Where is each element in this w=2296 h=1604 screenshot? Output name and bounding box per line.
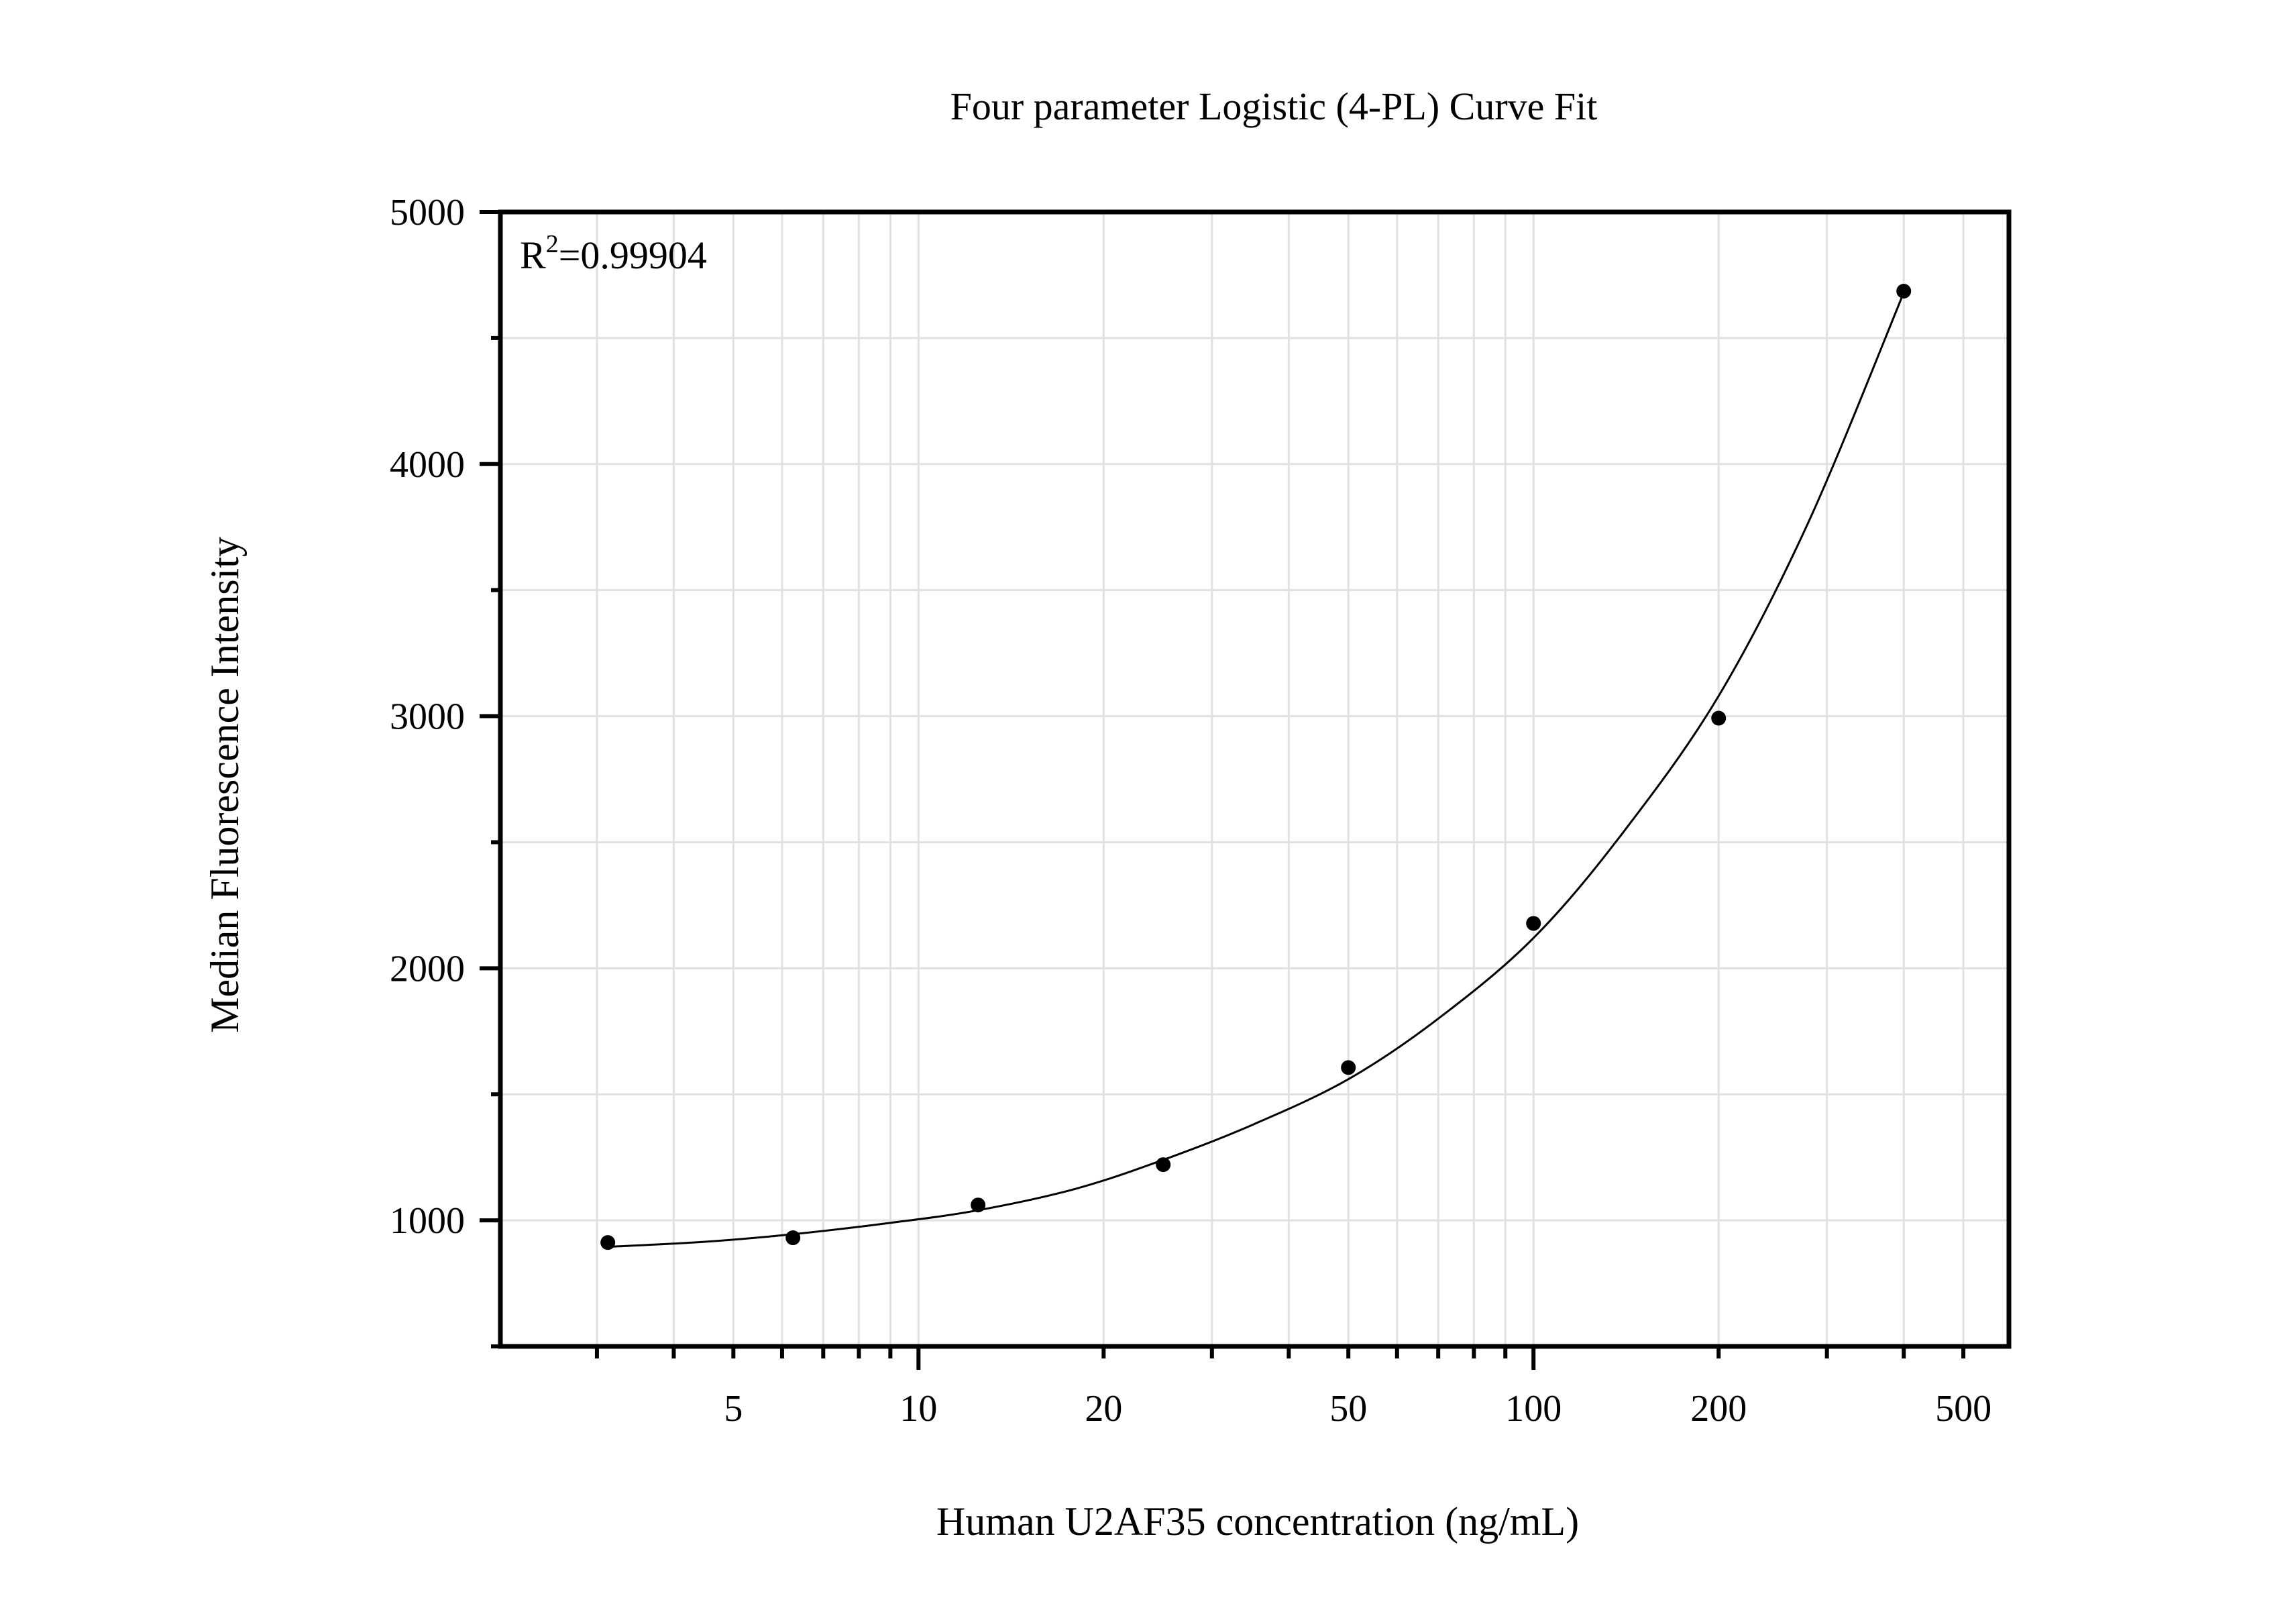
- y-tick-label: 5000: [390, 192, 465, 233]
- chart-title: Four parameter Logistic (4-PL) Curve Fit: [950, 85, 1598, 128]
- data-point: [1896, 283, 1912, 299]
- data-point: [1526, 916, 1541, 931]
- data-point: [1711, 710, 1727, 726]
- y-tick-label: 4000: [390, 444, 465, 486]
- x-tick-label: 5: [724, 1388, 743, 1430]
- x-tick-label: 500: [1935, 1388, 1991, 1430]
- data-point: [785, 1230, 801, 1246]
- plot-frame: [498, 209, 2012, 1349]
- data-point: [1341, 1060, 1356, 1075]
- data-point: [971, 1197, 986, 1213]
- x-tick-label: 50: [1329, 1388, 1367, 1430]
- fit-curve: [608, 292, 1905, 1248]
- y-axis: 1000 2000 3000 4000 5000: [390, 192, 500, 1348]
- gridlines: [500, 212, 2009, 1346]
- x-tick-label: 10: [899, 1388, 937, 1430]
- fit-curve-path: [608, 292, 1905, 1248]
- y-tick-label: 1000: [390, 1200, 465, 1242]
- data-point: [600, 1235, 616, 1250]
- x-tick-label: 100: [1505, 1388, 1562, 1430]
- x-axis-label: Human U2AF35 concentration (ng/mL): [936, 1499, 1579, 1544]
- data-point: [1156, 1157, 1171, 1173]
- y-tick-label: 2000: [390, 948, 465, 990]
- r-squared-annotation: R2=0.99904: [520, 230, 707, 277]
- y-tick-label: 3000: [390, 696, 465, 738]
- x-tick-label: 200: [1690, 1388, 1747, 1430]
- x-axis: 5 10 20 50 100 200 500: [594, 1346, 1991, 1430]
- x-tick-label: 20: [1085, 1388, 1122, 1430]
- y-axis-label: Median Fluorescence Intensity: [203, 537, 247, 1033]
- data-points: [600, 283, 1912, 1250]
